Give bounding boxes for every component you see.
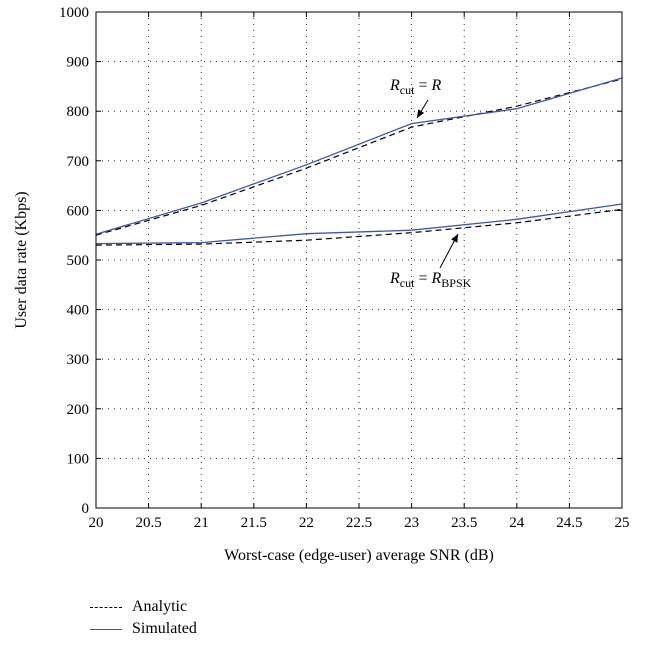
legend-swatch-analytic [90, 606, 122, 608]
chart: 20 20.5 21 21.5 22 22.5 23 23.5 24 24.5 25 0 100 200 3… [13, 5, 630, 564]
x-tick-label: 21 [194, 515, 209, 531]
y-tick-label: 300 [67, 352, 90, 368]
annotation-label: Rcut = RBPSK [389, 270, 472, 290]
y-tick-label: 600 [67, 203, 90, 219]
y-tick-label: 500 [67, 253, 90, 269]
y-tick-label: 100 [67, 451, 90, 467]
series-lines [95, 77, 623, 246]
x-tick-label: 22.5 [346, 515, 372, 531]
legend-item-analytic: Analytic [90, 596, 197, 618]
series-line-analytic-2 [95, 208, 623, 246]
annotations: Rcut = R Rcut = RBPSK [389, 77, 472, 290]
annotation-label: Rcut = R [389, 77, 441, 97]
legend-label-simulated: Simulated [132, 620, 197, 637]
y-tick-label: 1000 [59, 5, 89, 21]
x-tick-label: 24.5 [556, 515, 582, 531]
y-tick-label: 800 [67, 104, 90, 120]
x-tick-label: 20.5 [135, 515, 161, 531]
legend-label-analytic: Analytic [132, 598, 188, 615]
x-tick-label: 23.5 [451, 515, 477, 531]
x-tick-label: 20 [89, 515, 104, 531]
x-tick-label: 25 [615, 515, 630, 531]
x-tick-label: 24 [509, 515, 525, 531]
x-tick-label: 22 [299, 515, 314, 531]
legend: Analytic Simulated [90, 596, 197, 640]
x-tick-label: 21.5 [241, 515, 267, 531]
x-tick-label: 23 [404, 515, 419, 531]
annotation-arrowhead [417, 109, 425, 118]
y-axis-label: User data rate (Kbps) [13, 191, 30, 328]
ticks: 20 20.5 21 21.5 22 22.5 23 23.5 24 24.5 25 0 100 200 3… [59, 5, 630, 531]
grid [96, 12, 622, 508]
y-tick-label: 0 [82, 501, 90, 517]
legend-item-simulated: Simulated [90, 618, 197, 640]
y-tick-label: 700 [67, 154, 90, 170]
series-line-analytic-0 [95, 78, 623, 236]
annotation-arrowhead [451, 234, 458, 243]
legend-swatch-simulated [90, 628, 122, 630]
y-tick-label: 400 [67, 303, 90, 319]
y-tick-label: 900 [67, 55, 90, 71]
series-line-simulated-1 [95, 77, 623, 235]
y-tick-label: 200 [67, 402, 90, 418]
series-line-simulated-3 [95, 203, 623, 245]
x-axis-label: Worst-case (edge-user) average SNR (dB) [224, 547, 494, 564]
